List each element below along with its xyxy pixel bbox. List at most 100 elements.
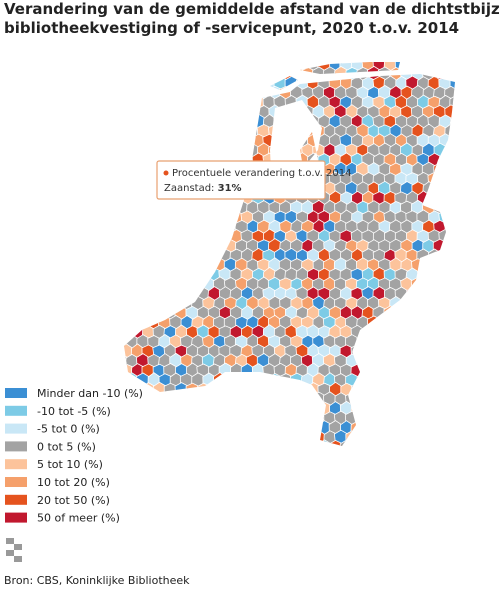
municipality (432, 257, 447, 274)
municipality (399, 411, 414, 427)
municipality (461, 382, 473, 396)
municipality (104, 182, 117, 196)
municipality (191, 277, 206, 292)
municipality (262, 62, 277, 73)
municipality (456, 48, 469, 62)
municipality (163, 286, 178, 302)
municipality (372, 363, 387, 379)
municipality (438, 190, 452, 206)
municipality (433, 410, 447, 426)
municipality (213, 410, 227, 427)
municipality (405, 344, 420, 360)
municipality (152, 287, 166, 302)
municipality (389, 62, 403, 63)
municipality (179, 429, 194, 445)
municipality (416, 305, 431, 321)
municipality (399, 296, 414, 311)
municipality (152, 401, 167, 418)
legend-label: 0 tot 5 (%) (37, 440, 96, 453)
municipality (405, 62, 420, 73)
municipality (104, 220, 117, 235)
municipality (400, 62, 414, 63)
municipality (190, 411, 205, 427)
municipality (174, 62, 189, 73)
municipality (196, 76, 211, 91)
municipality (185, 133, 199, 149)
municipality (461, 269, 474, 283)
municipality (438, 420, 453, 436)
municipality (461, 57, 474, 72)
municipality (185, 286, 200, 302)
municipality (124, 258, 128, 273)
municipality (289, 62, 305, 63)
municipality (104, 162, 117, 177)
municipality (163, 420, 178, 436)
municipality (223, 66, 239, 82)
municipality (136, 200, 150, 216)
municipality (262, 363, 277, 379)
municipality (399, 391, 415, 408)
municipality (411, 334, 425, 350)
municipality (366, 430, 382, 446)
municipality (268, 65, 283, 83)
municipality (130, 248, 145, 264)
municipality (147, 238, 161, 255)
municipality (136, 86, 150, 101)
municipality (262, 76, 277, 92)
municipality (456, 335, 469, 348)
municipality (196, 62, 211, 72)
municipality (389, 315, 403, 331)
municipality (438, 248, 453, 265)
municipality (411, 411, 425, 427)
municipality (427, 420, 442, 436)
municipality (168, 410, 183, 426)
municipality (163, 113, 178, 130)
municipality (449, 133, 455, 149)
municipality (246, 62, 261, 63)
municipality (422, 353, 436, 369)
municipality (461, 325, 474, 339)
municipality (185, 114, 200, 131)
municipality (168, 258, 184, 274)
municipality (174, 267, 189, 284)
municipality (234, 85, 249, 101)
municipality (196, 267, 211, 283)
municipality (378, 373, 392, 388)
municipality (388, 391, 403, 408)
municipality (229, 94, 244, 111)
municipality (191, 105, 205, 121)
municipality (456, 105, 469, 120)
municipality (191, 430, 205, 446)
municipality (109, 402, 121, 416)
municipality (356, 411, 370, 427)
municipality (147, 66, 161, 82)
municipality (109, 211, 122, 225)
municipality (456, 181, 469, 195)
municipality (157, 143, 172, 159)
municipality (444, 219, 455, 235)
municipality (124, 420, 134, 437)
municipality (147, 219, 162, 236)
municipality (246, 86, 261, 101)
municipality (262, 439, 277, 446)
legend-swatch (5, 459, 27, 470)
municipality (163, 133, 178, 150)
municipality (400, 334, 415, 350)
municipality (164, 401, 178, 417)
tooltip-dot (163, 170, 169, 176)
municipality (147, 430, 161, 446)
municipality (174, 76, 189, 92)
municipality (456, 259, 469, 273)
municipality (196, 440, 211, 446)
municipality (416, 439, 431, 446)
municipality (223, 391, 239, 408)
municipality (158, 257, 173, 274)
municipality (201, 410, 216, 427)
municipality (124, 62, 134, 73)
municipality (191, 86, 205, 102)
municipality (103, 373, 116, 388)
municipality (361, 343, 376, 360)
municipality (124, 430, 128, 446)
municipality (251, 401, 266, 417)
municipality (125, 430, 140, 446)
